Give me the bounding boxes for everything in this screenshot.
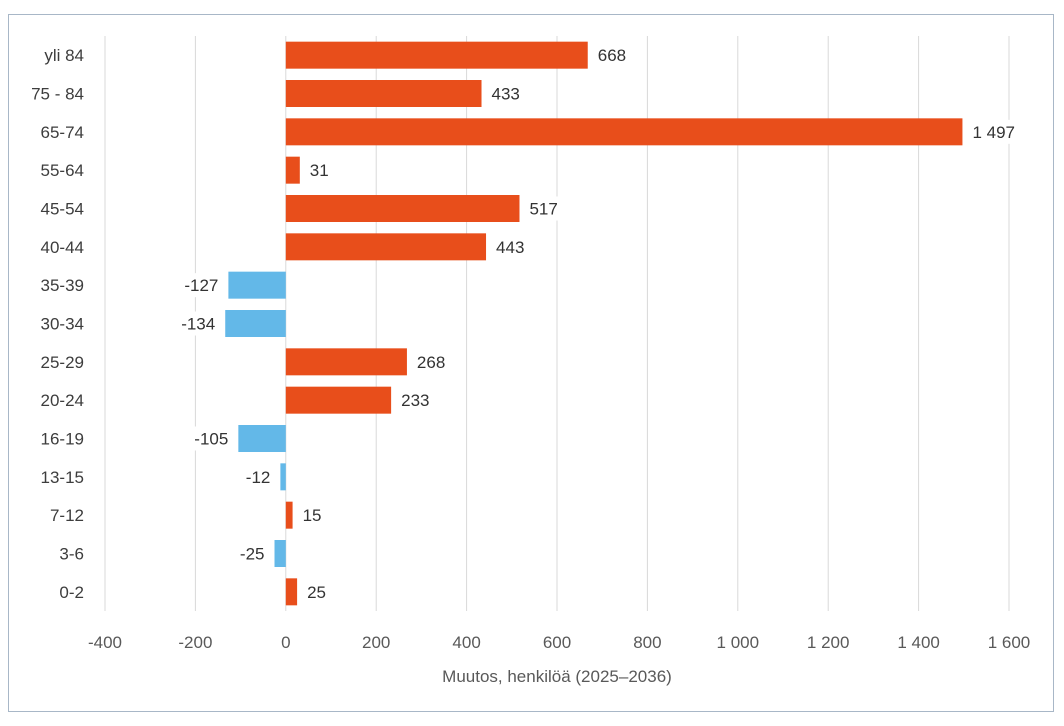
category-label: 16-19 [41,430,84,449]
bar-13-15 [280,463,286,491]
x-tick-label: -200 [178,633,212,652]
x-tick-label: 600 [543,633,571,652]
value-label-bg [305,158,333,183]
value-label-bg [525,196,562,221]
bar-65-74 [285,118,963,146]
bar-30-34 [225,310,286,337]
value-label: 233 [401,391,429,410]
value-label: -127 [184,276,218,295]
value-label-bg [487,81,525,106]
x-tick-label: 1 600 [988,633,1031,652]
x-tick-label: 800 [633,633,661,652]
value-label-bg [173,311,220,336]
value-label-bg [968,119,1024,144]
value-label: -134 [181,315,215,334]
bar-75-84 [285,80,482,107]
bars [225,41,963,606]
value-label: 268 [417,353,445,372]
x-tick-label: 1 200 [807,633,850,652]
bar-16-19 [238,425,286,452]
category-label: 3-6 [59,545,84,564]
bar-40-44 [285,233,487,261]
bar-0-2 [285,578,298,606]
value-label: 433 [492,85,520,104]
value-label: 443 [496,238,524,257]
value-label-bg [186,426,233,451]
value-label: 25 [307,583,326,602]
category-label: 65-74 [41,123,84,142]
category-label: 45-54 [41,200,84,219]
value-label-bg [593,43,631,68]
value-label-bg [492,234,529,259]
bar-20-24 [285,386,392,414]
value-label: -105 [194,430,228,449]
category-label: 25-29 [41,353,84,372]
value-label-bg [303,579,331,604]
bar-55-64 [285,156,300,184]
category-label: 20-24 [41,391,84,410]
category-labels: yli 84 75 - 84 65-74 55-64 45-54 40-44 35-39 30… [31,46,84,602]
category-label: 0-2 [59,583,84,602]
value-label: 668 [598,46,626,65]
x-tick-labels: -400 -200 0 200 400 600 800 1 000 1 200 1 400 1 60… [88,633,1030,652]
value-label-bg [298,503,326,528]
x-axis-title: Muutos, henkilöä (2025–2036) [442,667,672,686]
category-label: 55-64 [41,161,84,180]
category-label: 40-44 [41,238,84,257]
category-label: 35-39 [41,276,84,295]
value-label: 31 [310,161,329,180]
x-tick-label: 400 [452,633,480,652]
chart-frame [8,14,1054,712]
category-label: 75 - 84 [31,85,84,104]
bar-25-29 [285,348,407,376]
category-label: 7-12 [50,506,84,525]
value-label-bg [412,349,450,374]
value-label: -12 [246,468,271,487]
value-label: 15 [303,506,322,525]
x-tick-label: 1 400 [897,633,940,652]
bar-45-54 [285,195,520,222]
value-label: -25 [240,545,265,564]
value-labels: 668 433 1 497 31 517 443 -127 -134 268 233 -105 -12… [173,43,1024,604]
bar-7-12 [285,501,293,529]
value-label-bg [232,541,269,566]
bar-yli84 [285,41,588,69]
category-label: yli 84 [44,46,84,65]
category-label: 13-15 [41,468,84,487]
category-label: 30-34 [41,315,84,334]
value-label: 1 497 [972,123,1015,142]
value-label-bg [237,464,275,489]
x-tick-label: 1 000 [717,633,760,652]
x-tick-label: 0 [281,633,290,652]
value-label: 517 [529,200,557,219]
value-label-bg [397,388,434,413]
bar-3-6 [274,540,286,567]
value-label-bg [176,273,223,298]
bar-35-39 [228,271,286,299]
x-tick-label: 200 [362,633,390,652]
x-tick-label: -400 [88,633,122,652]
